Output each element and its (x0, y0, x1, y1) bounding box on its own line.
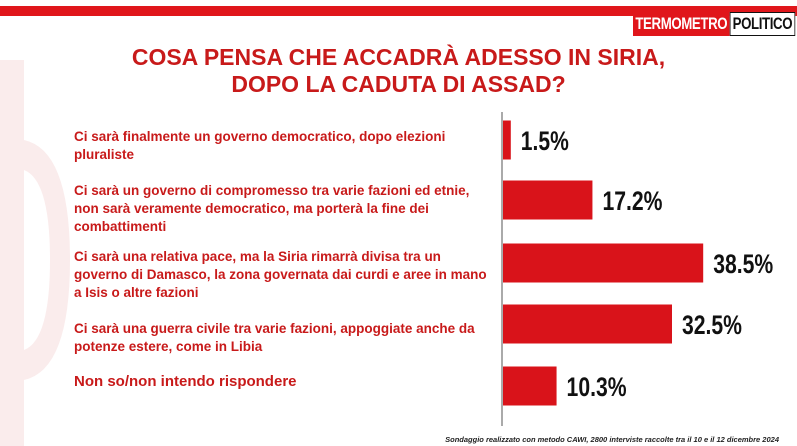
top-accent-bar (0, 6, 797, 16)
logo-part-termometro: TERMOMETRO (633, 12, 730, 36)
category-label-2: Ci sarà un governo di compromesso tra va… (74, 183, 470, 234)
category-label-5: Non so/non intendo rispondere (74, 373, 297, 390)
watermark-logo (0, 60, 70, 446)
category-label-3: Ci sarà una relativa pace, ma la Siria r… (74, 249, 487, 300)
category-label-4: Ci sarà una guerra civile tra varie fazi… (74, 321, 475, 354)
survey-footnote: Sondaggio realizzato con metodo CAWI, 28… (445, 435, 779, 444)
value-label-1: 1.5% (521, 126, 569, 156)
termometro-politico-logo: TERMOMETRO POLITICO (633, 12, 796, 36)
bar-1 (503, 120, 511, 160)
bar-5 (503, 366, 557, 406)
title-line-1: COSA PENSA CHE ACCADRÀ ADESSO IN SIRIA, (131, 44, 666, 70)
category-label-1: Ci sarà finalmente un governo democratic… (74, 129, 446, 162)
value-label-5: 10.3% (567, 372, 627, 402)
bar-4 (503, 304, 672, 344)
bar-3 (503, 243, 704, 283)
bar-2 (503, 180, 593, 220)
title-line-2: DOPO LA CADUTA DI ASSAD? (231, 71, 566, 97)
value-label-4: 32.5% (682, 310, 742, 340)
value-label-2: 17.2% (602, 186, 662, 216)
logo-part-politico: POLITICO (729, 12, 796, 36)
chart-title: COSA PENSA CHE ACCADRÀ ADESSO IN SIRIA, … (0, 44, 797, 98)
value-label-3: 38.5% (713, 249, 773, 279)
